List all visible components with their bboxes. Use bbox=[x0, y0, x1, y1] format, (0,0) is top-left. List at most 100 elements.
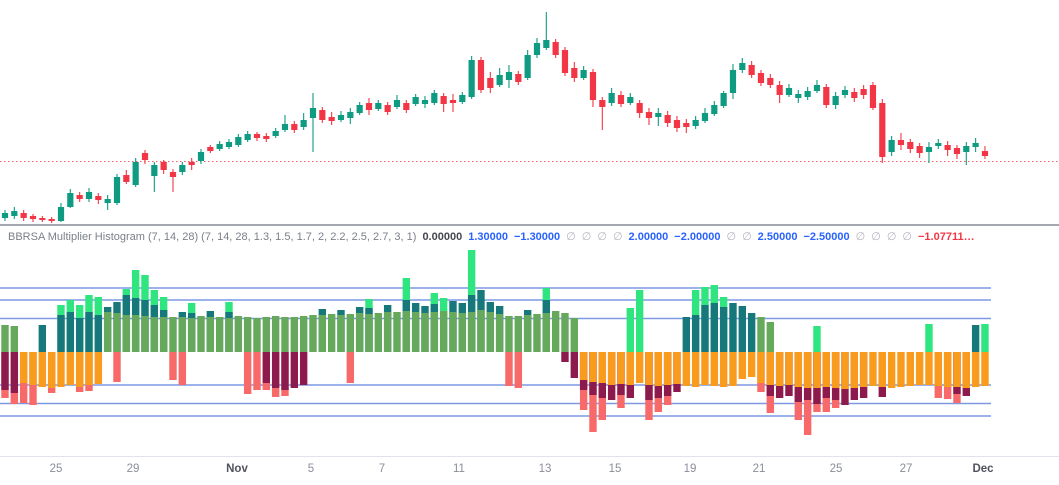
candle-body bbox=[533, 43, 541, 55]
candle-body bbox=[95, 196, 102, 200]
histogram-bar bbox=[187, 318, 196, 352]
histogram-bar bbox=[159, 317, 168, 352]
candle-body bbox=[300, 120, 307, 127]
candle-body bbox=[160, 162, 167, 170]
candle-body bbox=[636, 103, 643, 113]
candle-body bbox=[981, 151, 989, 156]
histogram-bar bbox=[281, 352, 289, 390]
price-pane[interactable] bbox=[0, 12, 1059, 223]
candle-body bbox=[141, 153, 149, 160]
histogram-bar bbox=[505, 352, 513, 386]
candle-body bbox=[384, 105, 391, 112]
pane-separator-line[interactable] bbox=[0, 224, 1059, 226]
histogram-bar bbox=[253, 318, 261, 352]
candle-body bbox=[11, 211, 18, 216]
candle-body bbox=[748, 65, 755, 75]
histogram-bar bbox=[495, 314, 504, 352]
candle-body bbox=[253, 134, 261, 138]
candle-body bbox=[711, 105, 718, 114]
histogram-bar bbox=[878, 352, 887, 387]
candle-body bbox=[692, 120, 699, 126]
candle-body bbox=[319, 110, 326, 120]
histogram-bar bbox=[719, 352, 728, 387]
candle-body bbox=[356, 105, 363, 113]
candle-body bbox=[179, 165, 186, 172]
candle-body bbox=[720, 93, 727, 106]
histogram-bar bbox=[635, 352, 644, 383]
candle-body bbox=[347, 112, 354, 118]
candle-body bbox=[440, 96, 447, 104]
time-label: 11 bbox=[453, 463, 465, 475]
histogram-bar bbox=[1, 325, 9, 352]
histogram-bar bbox=[131, 315, 140, 352]
time-axis[interactable]: 25 29 Nov 5 7 11 13 15 19 21 25 27 Dec bbox=[50, 463, 995, 475]
histogram-bar bbox=[673, 352, 681, 384]
histogram-bar bbox=[570, 352, 579, 378]
candle-body bbox=[515, 74, 522, 82]
histogram-bar bbox=[897, 352, 905, 387]
histogram-bar bbox=[10, 326, 19, 352]
candle-body bbox=[608, 93, 615, 103]
candle-body bbox=[104, 199, 111, 203]
histogram-bar bbox=[421, 313, 429, 352]
time-label: 27 bbox=[900, 463, 913, 475]
candle-body bbox=[823, 87, 830, 105]
histogram-bar bbox=[94, 352, 103, 384]
candle-body bbox=[151, 165, 158, 176]
time-label: Nov bbox=[226, 463, 248, 475]
candle-body bbox=[776, 85, 783, 95]
candle-body bbox=[169, 172, 177, 177]
histogram-bar bbox=[738, 306, 747, 352]
candle-body bbox=[589, 72, 597, 100]
histogram-bar bbox=[122, 315, 131, 352]
histogram-bar bbox=[430, 312, 439, 352]
histogram-bar bbox=[57, 352, 65, 387]
candle-body bbox=[328, 117, 335, 121]
histogram-bar bbox=[411, 312, 420, 352]
candle-body bbox=[29, 216, 37, 219]
histogram-bar bbox=[757, 317, 765, 352]
histogram-bar bbox=[971, 352, 980, 387]
candle-body bbox=[403, 103, 410, 110]
histogram-bar bbox=[981, 352, 989, 386]
candle-body bbox=[645, 112, 653, 118]
candle-body bbox=[244, 134, 251, 140]
histogram-bar bbox=[75, 318, 84, 352]
time-label: 5 bbox=[308, 463, 314, 475]
histogram-bar bbox=[346, 352, 355, 383]
candle-body bbox=[683, 123, 690, 127]
indicator-pane[interactable] bbox=[0, 250, 991, 435]
candle-body bbox=[67, 193, 74, 207]
candle-body bbox=[524, 55, 531, 78]
histogram-bar bbox=[29, 352, 37, 385]
histogram-bar bbox=[710, 352, 719, 386]
time-label: 25 bbox=[50, 463, 63, 475]
candle-body bbox=[272, 131, 279, 136]
candle-body bbox=[468, 60, 475, 97]
candle-body bbox=[57, 207, 65, 221]
histogram-bar bbox=[551, 311, 560, 352]
histogram-bar bbox=[150, 317, 159, 352]
histogram-bar bbox=[682, 317, 691, 352]
candle-body bbox=[449, 100, 457, 103]
time-label: Dec bbox=[972, 463, 994, 475]
histogram-bar bbox=[850, 352, 859, 388]
candle-body bbox=[841, 90, 849, 95]
histogram-bar bbox=[682, 352, 691, 386]
histogram-bar bbox=[290, 352, 299, 388]
time-label: 15 bbox=[609, 463, 622, 475]
histogram-bar bbox=[19, 352, 28, 383]
histogram-bar bbox=[701, 352, 709, 385]
candle-body bbox=[804, 91, 811, 97]
histogram-bar bbox=[290, 317, 299, 352]
histogram-bar bbox=[925, 324, 933, 352]
histogram-bar bbox=[747, 313, 756, 352]
candle-body bbox=[944, 145, 951, 150]
histogram-bar bbox=[757, 352, 765, 383]
histogram-bar bbox=[523, 315, 532, 352]
histogram-bar bbox=[262, 352, 271, 383]
pane-separator[interactable] bbox=[0, 224, 1059, 457]
candle-body bbox=[235, 137, 242, 145]
